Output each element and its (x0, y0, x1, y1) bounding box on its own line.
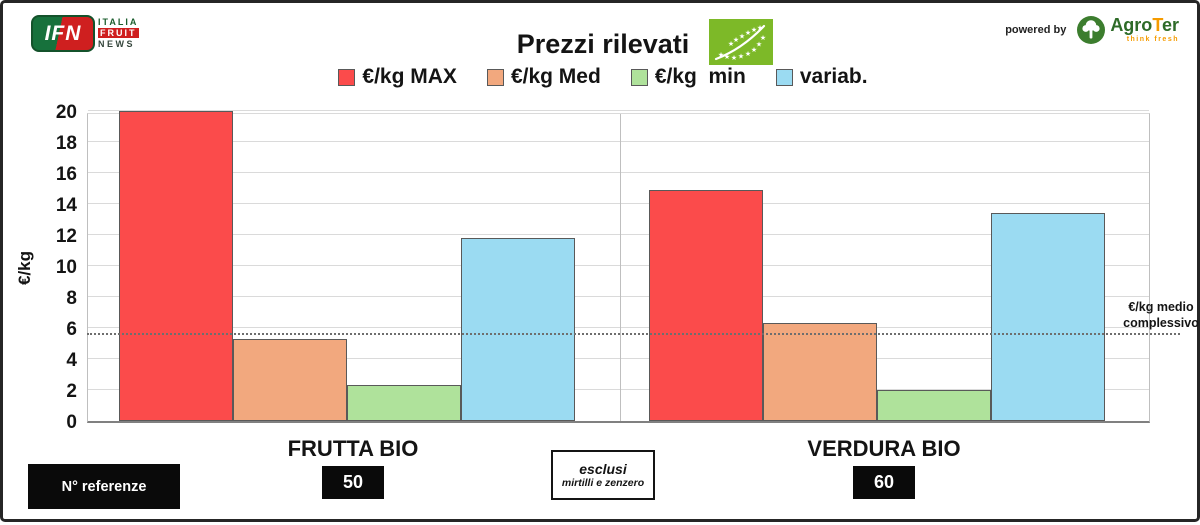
page-title: Prezzi rilevati (516, 29, 690, 59)
legend-swatch (630, 68, 648, 86)
gridline (88, 110, 1149, 111)
y-tick-label: 16 (55, 164, 77, 185)
svg-text:★: ★ (733, 36, 739, 44)
legend-item: €/kg MAX (338, 65, 457, 89)
legend-label: variab. (799, 65, 868, 88)
ifn-fruit-text: FRUIT (98, 28, 139, 38)
svg-text:★: ★ (757, 24, 763, 32)
agroter-logo: AgroTer think fresh (1076, 15, 1179, 45)
legend-item: €/kg min (630, 65, 746, 89)
gridline (88, 234, 1149, 235)
y-tick-label: 18 (55, 133, 77, 154)
gridline (88, 358, 1149, 359)
legend-item: €/kg Med (486, 65, 601, 89)
bar-verdura-min (876, 390, 991, 421)
gridline (88, 389, 1149, 390)
svg-text:★: ★ (756, 41, 762, 49)
svg-text:★: ★ (751, 46, 757, 54)
eu-organic-leaf-logo: ★ ★ ★ ★ ★ ★ ★★ ★★ ★ ★ ★ ★ (709, 19, 773, 65)
gridline (88, 172, 1149, 173)
svg-text:★: ★ (724, 53, 730, 61)
agroter-tree-icon (1077, 16, 1106, 44)
svg-text:★: ★ (739, 33, 745, 41)
y-tick-label: 6 (66, 319, 77, 340)
y-tick-label: 0 (66, 412, 77, 433)
y-tick-label: 14 (55, 195, 77, 216)
y-tick-label: 4 (66, 350, 77, 371)
y-tick-label: 10 (55, 257, 77, 278)
svg-text:★: ★ (731, 54, 737, 62)
legend-swatch (775, 68, 793, 86)
legend-item: variab. (775, 65, 868, 89)
powered-by-label: powered by (1005, 24, 1067, 36)
gridline (88, 296, 1149, 297)
legend-label: €/kg min (654, 65, 746, 88)
agroter-tagline: think fresh (1126, 36, 1179, 43)
bar-frutta-max (119, 111, 233, 421)
svg-text:★: ★ (745, 50, 751, 58)
gridline (88, 327, 1149, 328)
svg-text:★: ★ (728, 40, 734, 48)
category-frutta: FRUTTA BIO 50 (253, 436, 453, 499)
gridline (88, 203, 1149, 204)
bar-verdura-variab (990, 213, 1105, 421)
reference-line-label: €/kg medio complessivo (1123, 300, 1199, 330)
svg-text:★: ★ (760, 34, 766, 42)
count-badge-frutta: 50 (322, 466, 384, 499)
ifn-wordmark: ITALIA FRUIT NEWS (98, 15, 139, 49)
legend: €/kg MAX €/kg Med €/kg min variab. (3, 65, 1200, 89)
legend-swatch (338, 68, 356, 86)
count-badge-verdura: 60 (853, 466, 915, 499)
plot-area (87, 110, 1150, 423)
svg-text:★: ★ (718, 51, 724, 59)
svg-text:★: ★ (738, 53, 744, 61)
legend-label: €/kg Med (510, 65, 601, 88)
y-tick-label: 12 (55, 226, 77, 247)
legend-label: €/kg MAX (362, 65, 457, 88)
bar-frutta-variab (461, 238, 575, 421)
reference-line (87, 333, 1180, 336)
ifn-news-text: NEWS (98, 39, 135, 49)
category-label-verdura: VERDURA BIO (807, 436, 961, 461)
category-separator (619, 114, 621, 421)
exclusion-note: esclusi mirtilli e zenzero (551, 450, 655, 500)
powered-by-block: powered by AgroTer think fresh (1005, 15, 1179, 45)
agroter-wordmark: AgroTer (1110, 15, 1179, 35)
gridline (88, 265, 1149, 266)
legend-swatch (486, 68, 504, 86)
y-tick-label: 20 (55, 102, 77, 123)
bar-frutta-med (233, 338, 347, 421)
svg-text:★: ★ (751, 26, 757, 34)
chart: €/kg €/kg medio complessivo 0 2 4 6 8 10 12 14 1… (3, 3, 1200, 525)
ifn-badge-text: IFN (44, 21, 82, 45)
svg-text:★: ★ (745, 29, 751, 37)
ifn-logo: IFN ITALIA FRUIT NEWS (31, 15, 139, 52)
category-verdura: VERDURA BIO 60 (784, 436, 984, 499)
category-label-frutta: FRUTTA BIO (287, 436, 419, 461)
n-referenze-badge: N° referenze (28, 464, 180, 509)
gridline (88, 141, 1149, 142)
ifn-italia-text: ITALIA (98, 17, 139, 27)
bar-frutta-min (347, 385, 461, 421)
y-tick-label: 8 (66, 288, 77, 309)
y-tick-label: 2 (66, 381, 77, 402)
bar-verdura-med (762, 323, 877, 421)
bar-verdura-max (648, 190, 763, 421)
ifn-badge: IFN (31, 15, 95, 52)
